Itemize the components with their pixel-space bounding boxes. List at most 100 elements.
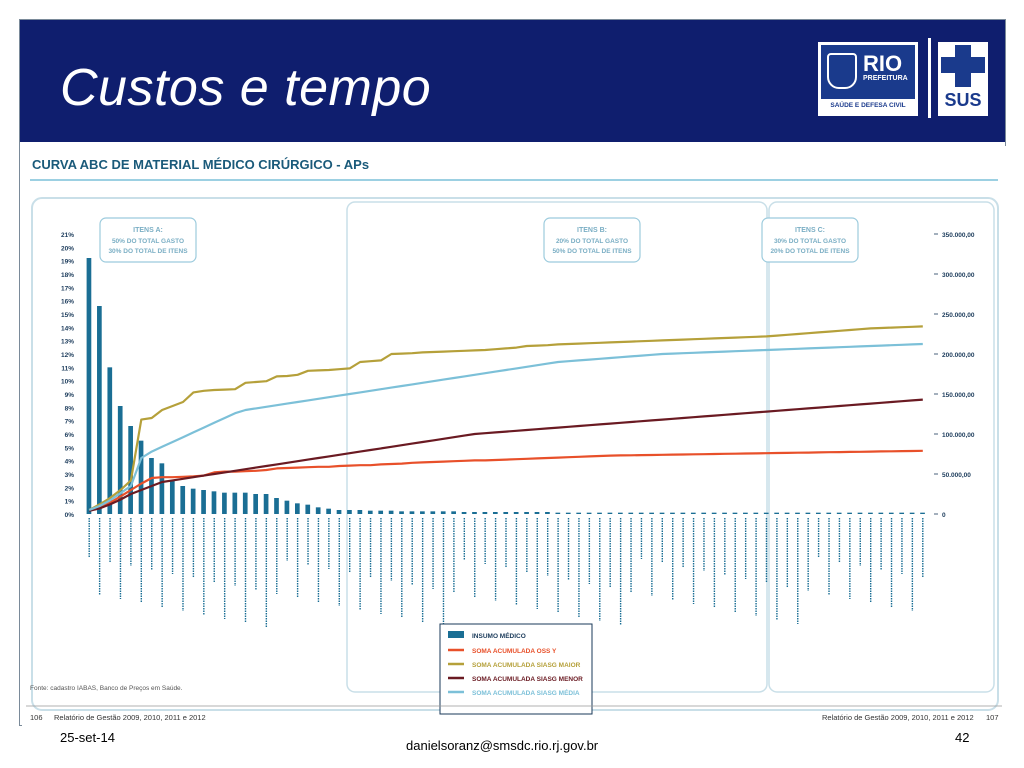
y-left-tick-label: 10% [61,379,74,386]
page-meta-right-number: 107 [986,713,999,722]
y-left-tick-label: 1% [65,499,75,506]
bar [545,512,550,514]
legend-label: SOMA ACUMULADA SIASG MENOR [472,676,583,683]
bar [680,512,686,514]
legend-label: SOMA ACUMULADA SIASG MAIOR [472,662,581,669]
bar [180,486,186,514]
group-annotation-box [99,217,197,263]
legend-label: SOMA ACUMULADA SIASG MÉDIA [472,688,580,697]
bar [649,512,654,514]
bar [909,512,915,514]
bar [795,512,800,514]
series-line [88,342,923,512]
y-left-tick-label: 9% [65,392,75,399]
group-annotation-line1: 30% DO TOTAL GASTO [774,238,846,245]
y-left-tick-label: 6% [65,432,75,439]
y-left-tick-label: 7% [65,419,75,426]
group-annotation-line1: 50% DO TOTAL GASTO [112,238,184,245]
bar [482,512,488,514]
bar [420,511,425,514]
bar [86,258,92,514]
bar [128,426,133,514]
bar [920,512,925,514]
bar [899,512,905,514]
bar [274,498,279,514]
bar [378,510,384,514]
bar [513,512,519,514]
legend-label: SOMA ACUMULADA OSS Y [472,648,557,655]
y-right-tick-label: 100.000,00 [942,432,975,439]
bar [409,511,415,514]
bar [628,512,634,514]
bar [670,512,675,514]
bar [774,512,779,514]
y-left-tick-label: 20% [61,245,74,252]
rio-prefeitura-logo: RIO PREFEITURA SAÚDE E DEFESA CIVIL [818,42,918,116]
bar [326,508,331,514]
y-left-tick-label: 5% [65,445,75,452]
bar [888,512,894,514]
bar [201,490,206,514]
bar [711,512,717,514]
bar [868,512,873,514]
bar [690,512,696,514]
sus-cross-horizontal [941,57,985,73]
group-annotation-line2: 50% DO TOTAL DE ITENS [552,248,632,255]
legend-swatch-bar [448,631,464,638]
y-left-tick-label: 3% [65,472,75,479]
bar [847,512,852,514]
bar [107,367,113,514]
rio-logo-text: RIO [863,51,903,76]
bar [805,512,811,514]
bar [638,512,644,514]
chart-panel: CURVA ABC DE MATERIAL MÉDICO CIRÚRGICO -… [22,146,1006,726]
bar [857,512,863,514]
chart-svg: CURVA ABC DE MATERIAL MÉDICO CIRÚRGICO -… [26,150,1002,722]
y-left-tick-label: 13% [61,339,74,346]
bar [138,440,144,514]
bar [701,512,707,514]
bar [878,512,884,514]
bar [336,510,342,514]
y-left-tick-label: 19% [61,259,74,266]
series-line [88,398,923,512]
group-annotation-box [761,217,859,263]
bar [357,510,363,514]
y-right-tick-label: 300.000,00 [942,272,975,279]
bar [784,512,790,514]
bar [826,512,832,514]
y-right-tick-label: 200.000,00 [942,352,975,359]
bar [295,503,300,514]
y-left-tick-label: 12% [61,352,74,359]
bar [607,512,613,514]
bar [253,494,259,514]
bar [232,492,238,514]
y-left-tick-label: 15% [61,312,74,319]
bar [503,512,509,514]
bar [159,463,165,514]
bar [555,512,561,514]
page-meta-right-text: Relatório de Gestão 2009, 2010, 2011 e 2… [822,713,974,722]
bar [284,500,290,514]
y-left-tick-label: 2% [65,485,75,492]
group-annotation-box [543,217,641,263]
y-right-tick-label: 350.000,00 [942,232,975,239]
y-right-tick-label: 250.000,00 [942,312,975,319]
bar [576,512,582,514]
legend-box [439,623,593,715]
sus-logo: SUS [938,42,988,116]
bar [492,512,498,514]
bar [315,507,321,514]
slide-title: Custos e tempo [60,59,432,117]
bar [753,512,759,514]
bar [190,488,196,514]
group-annotation-line1: 20% DO TOTAL GASTO [556,238,628,245]
group-annotation-label: ITENS A: [133,227,163,234]
bar [430,511,436,514]
bar [451,511,456,514]
bar [222,492,227,514]
sus-logo-text: SUS [944,90,982,110]
bar [117,406,123,514]
bar [242,492,248,514]
page-meta-left-number: 106 [30,713,43,722]
